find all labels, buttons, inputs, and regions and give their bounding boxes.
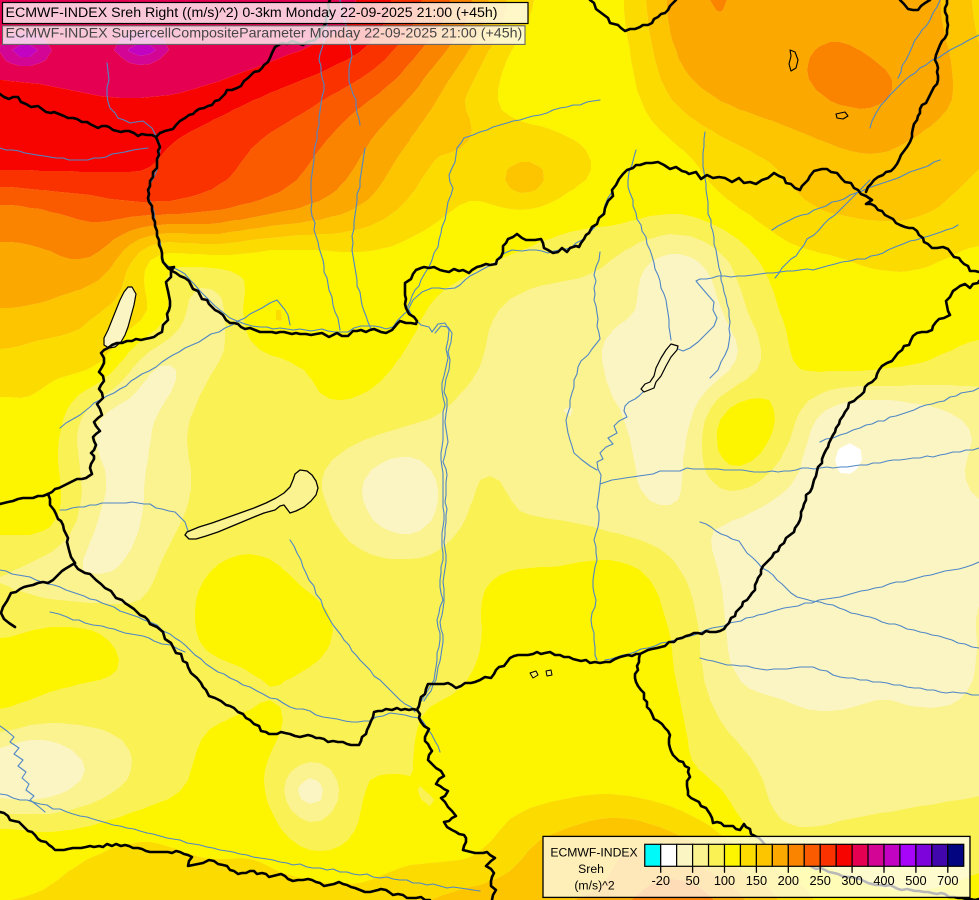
svg-text:100: 100 xyxy=(714,873,735,888)
svg-text:(m/s)^2: (m/s)^2 xyxy=(574,879,614,893)
svg-text:ECMWF-INDEX Sreh Right ((m/s)^: ECMWF-INDEX Sreh Right ((m/s)^2) 0-3km M… xyxy=(6,5,498,21)
svg-text:-20: -20 xyxy=(651,873,670,888)
svg-text:Sreh: Sreh xyxy=(578,862,604,876)
svg-text:150: 150 xyxy=(746,873,767,888)
svg-text:50: 50 xyxy=(685,873,699,888)
svg-text:250: 250 xyxy=(810,873,831,888)
svg-text:300: 300 xyxy=(841,873,862,888)
svg-text:ECMWF-INDEX: ECMWF-INDEX xyxy=(550,846,637,860)
svg-text:700: 700 xyxy=(937,873,958,888)
svg-text:ECMWF-INDEX SupercellComposite: ECMWF-INDEX SupercellCompositeParameter … xyxy=(6,25,523,41)
svg-text:200: 200 xyxy=(778,873,799,888)
svg-text:400: 400 xyxy=(873,873,894,888)
svg-text:500: 500 xyxy=(905,873,926,888)
